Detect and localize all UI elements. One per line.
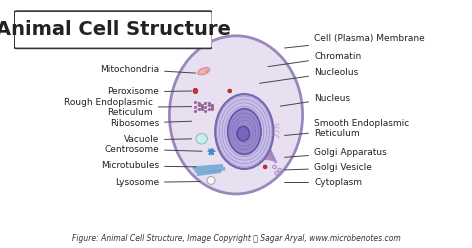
Ellipse shape (228, 89, 232, 93)
Ellipse shape (228, 109, 261, 155)
Text: Cytoplasm: Cytoplasm (285, 178, 362, 187)
Ellipse shape (193, 88, 198, 93)
Ellipse shape (169, 36, 303, 194)
Ellipse shape (237, 126, 250, 141)
Text: Golgi Vesicle: Golgi Vesicle (285, 163, 372, 172)
Text: Ribosomes: Ribosomes (110, 119, 192, 128)
Text: Figure: Animal Cell Structure, Image Copyright Ⓢ Sagar Aryal, www.microbenotes.c: Figure: Animal Cell Structure, Image Cop… (72, 234, 400, 243)
Text: Animal Cell Structure: Animal Cell Structure (0, 20, 231, 39)
Text: Microtubules: Microtubules (101, 161, 196, 170)
Text: Lysosome: Lysosome (115, 178, 200, 187)
Ellipse shape (278, 168, 282, 172)
Ellipse shape (215, 94, 273, 169)
Ellipse shape (207, 177, 215, 184)
Ellipse shape (259, 107, 263, 111)
Text: Rough Endoplasmic
Reticulum: Rough Endoplasmic Reticulum (64, 98, 192, 117)
FancyBboxPatch shape (14, 11, 212, 48)
Ellipse shape (246, 163, 250, 167)
Text: Vacuole: Vacuole (124, 135, 192, 144)
Ellipse shape (255, 140, 259, 144)
Text: Chromatin: Chromatin (268, 52, 361, 67)
Text: Peroxisome: Peroxisome (107, 88, 192, 96)
Text: Nucleus: Nucleus (280, 94, 350, 106)
Ellipse shape (263, 165, 267, 169)
Text: Mitochondria: Mitochondria (100, 64, 196, 74)
Text: Cell (Plasma) Membrane: Cell (Plasma) Membrane (285, 34, 425, 48)
Ellipse shape (273, 165, 277, 169)
Text: Golgi Apparatus: Golgi Apparatus (285, 148, 387, 157)
Ellipse shape (198, 67, 210, 75)
Ellipse shape (275, 171, 278, 175)
Text: Nucleolus: Nucleolus (260, 68, 358, 83)
Ellipse shape (196, 134, 207, 144)
Text: Centrosome: Centrosome (104, 145, 202, 154)
Text: Smooth Endoplasmic
Reticulum: Smooth Endoplasmic Reticulum (285, 119, 409, 138)
